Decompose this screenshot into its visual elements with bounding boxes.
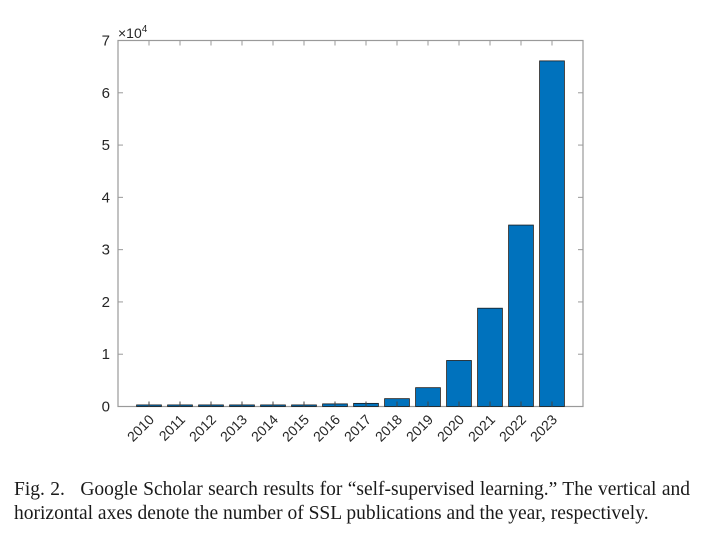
x-tick-label: 2020 bbox=[434, 411, 467, 444]
x-tick-label: 2019 bbox=[403, 411, 436, 444]
bar-2023 bbox=[539, 60, 565, 407]
x-tick-label: 2014 bbox=[248, 411, 281, 444]
figure-caption: Fig. 2. Google Scholar search results fo… bbox=[14, 478, 690, 526]
x-tick-label: 2016 bbox=[310, 411, 343, 444]
bar-2020 bbox=[446, 360, 472, 407]
x-tick-label: 2012 bbox=[186, 411, 219, 444]
y-tick-label: 2 bbox=[102, 294, 110, 311]
plot-area bbox=[117, 39, 584, 408]
y-axis: 0 1 2 3 4 5 6 7 bbox=[102, 33, 583, 416]
y-tick-label: 0 bbox=[102, 399, 110, 416]
y-tick-label: 6 bbox=[102, 85, 110, 102]
x-tick-label: 2022 bbox=[496, 411, 529, 444]
axes-box bbox=[117, 39, 584, 408]
x-tick-label: 2015 bbox=[279, 411, 312, 444]
y-tick-label: 1 bbox=[102, 346, 110, 363]
figure-label: Fig. 2. bbox=[14, 479, 65, 500]
x-tick-label: 2018 bbox=[372, 411, 405, 444]
x-tick-label: 2013 bbox=[217, 411, 250, 444]
x-tick-label: 2010 bbox=[124, 411, 157, 444]
y-tick-label: 4 bbox=[102, 189, 110, 206]
x-tick-label: 2017 bbox=[341, 411, 374, 444]
y-tick-label: 5 bbox=[102, 137, 110, 154]
bar-2021 bbox=[477, 307, 503, 407]
y-tick-label: 3 bbox=[102, 242, 110, 259]
y-tick-label: 7 bbox=[102, 33, 110, 50]
x-tick-label: 2021 bbox=[465, 411, 498, 444]
x-tick-label: 2023 bbox=[527, 411, 560, 444]
x-tick-label: 2011 bbox=[156, 411, 189, 444]
bar-2022 bbox=[508, 224, 534, 407]
y-axis-multiplier: ×104 bbox=[118, 24, 148, 41]
caption-text: Google Scholar search results for “self-… bbox=[14, 479, 691, 524]
